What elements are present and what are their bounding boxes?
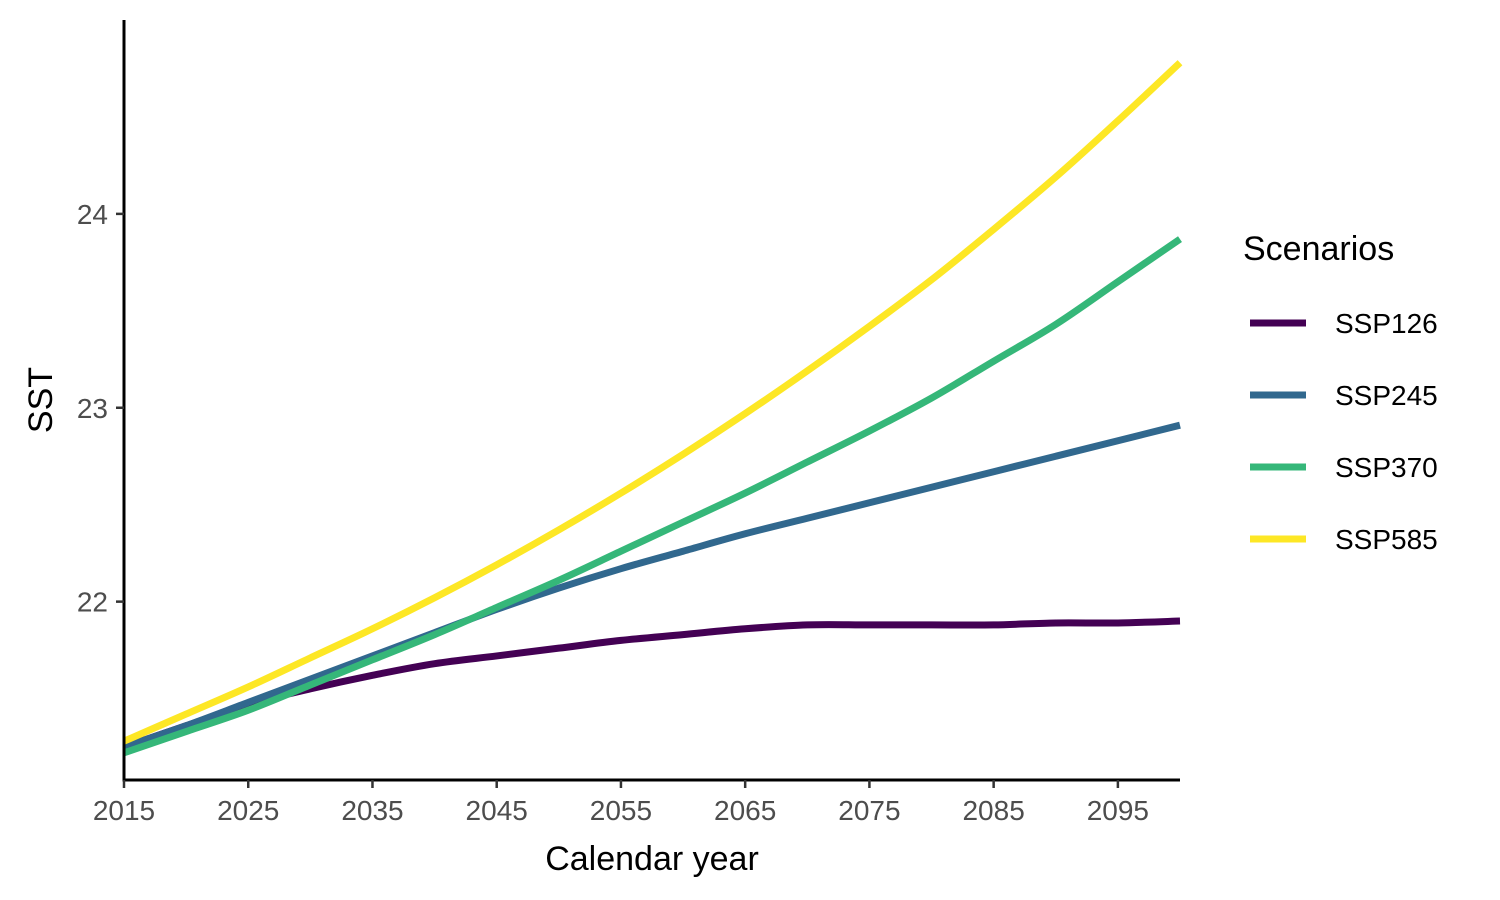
x-axis-ticks: 2015 2025 2035 2045 2055 2065 2075 2085 2095 [93,780,1149,826]
series-line-ssp245 [122,421,1181,751]
legend-label-ssp126: SSP126 [1335,308,1438,339]
series-layer [122,60,1183,757]
legend-label-ssp245: SSP245 [1335,380,1438,411]
y-axis-title: SST [22,367,60,433]
x-tick-label: 2085 [962,795,1024,826]
x-tick-label: 2025 [217,795,279,826]
x-tick-label: 2095 [1087,795,1149,826]
x-tick-label: 2065 [714,795,776,826]
series-line-ssp370 [122,236,1182,757]
x-tick-label: 2045 [466,795,528,826]
x-tick-label: 2015 [93,795,155,826]
axes-layer [122,20,1180,782]
series-line-ssp126 [122,617,1181,751]
legend-label-ssp370: SSP370 [1335,452,1438,483]
y-tick-label: 22 [77,587,108,618]
legend: Scenarios SSP126 SSP245 SSP370 SSP585 [1243,230,1438,555]
y-tick-label: 23 [77,393,108,424]
legend-items: SSP126 SSP245 SSP370 SSP585 [1250,308,1438,555]
x-tick-label: 2055 [590,795,652,826]
x-tick-label: 2075 [838,795,900,826]
legend-title: Scenarios [1243,230,1394,268]
series-line-ssp585 [122,60,1183,745]
x-axis-title: Calendar year [545,840,759,878]
y-axis-ticks: 22 23 24 [77,199,124,618]
y-tick-label: 24 [77,199,108,230]
legend-label-ssp585: SSP585 [1335,524,1438,555]
x-tick-label: 2035 [341,795,403,826]
